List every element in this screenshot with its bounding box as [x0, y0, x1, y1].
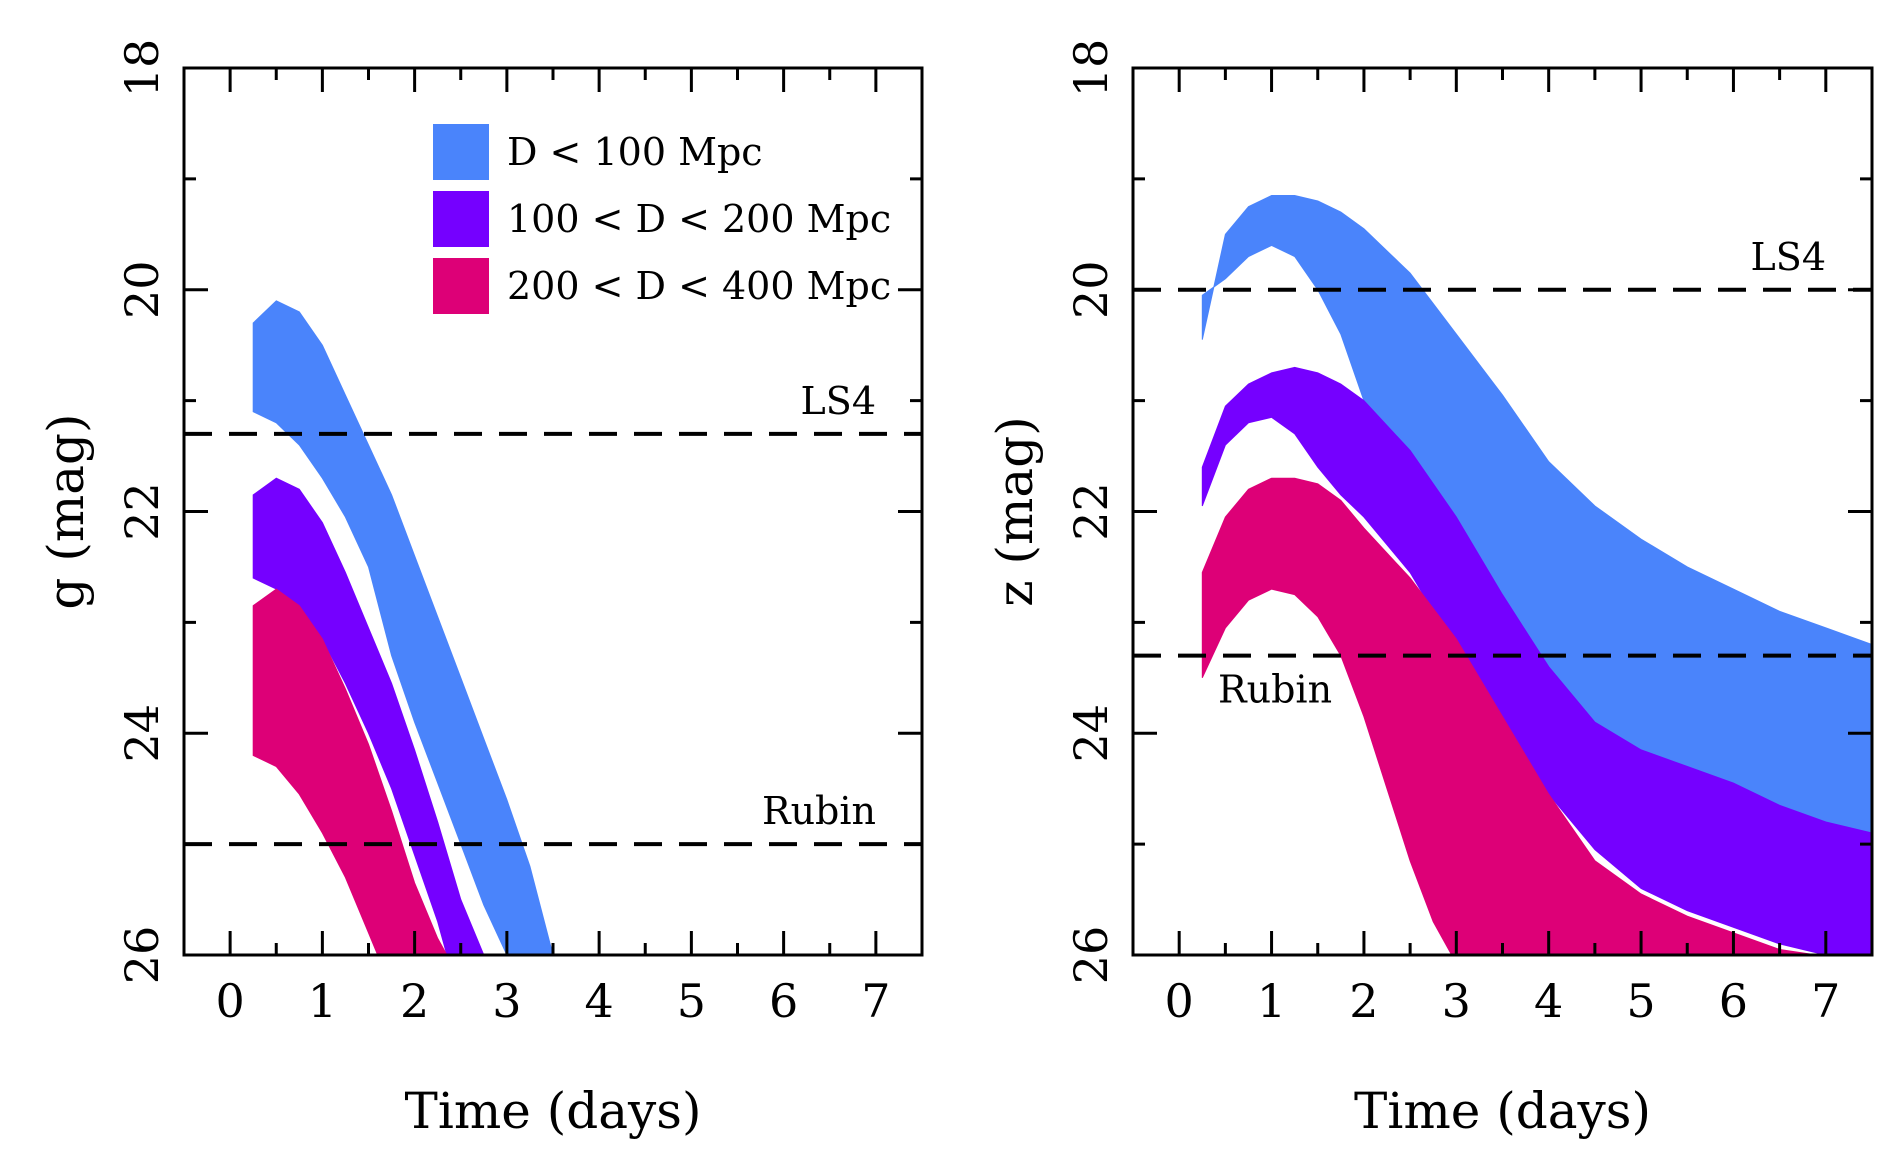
y-axis-title: z (mag) — [986, 416, 1044, 606]
x-tick-label: 0 — [1165, 974, 1194, 1028]
band-1 — [1201, 195, 1872, 840]
x-tick-label: 0 — [215, 974, 244, 1028]
legend-swatch-1 — [433, 124, 489, 180]
band-3 — [252, 588, 448, 955]
y-tick-label: 24 — [1064, 704, 1118, 763]
y-tick-label: 22 — [1064, 482, 1118, 541]
bands — [252, 300, 554, 955]
x-tick-label: 6 — [1719, 974, 1748, 1028]
ref-label-ls4: LS4 — [1751, 235, 1826, 279]
y-tick-label: 18 — [115, 39, 169, 98]
x-tick-label: 4 — [1534, 974, 1563, 1028]
legend-swatch-3 — [433, 258, 489, 314]
y-tick-label: 20 — [1064, 260, 1118, 319]
y-tick-label: 20 — [115, 260, 169, 319]
band-1 — [252, 300, 554, 955]
y-axis-title: g (mag) — [37, 413, 95, 609]
panel-g-band: LS4 Rubin 0 1 2 3 4 5 6 7 18 20 22 24 26 Time (days) g (… — [37, 39, 924, 1140]
x-tick-label: 2 — [400, 974, 429, 1028]
ref-label-rubin: Rubin — [1218, 668, 1332, 712]
x-axis-title: Time (days) — [1354, 1082, 1651, 1140]
x-tick-label: 4 — [584, 974, 613, 1028]
legend-swatch-2 — [433, 191, 489, 247]
x-tick-label: 5 — [677, 974, 706, 1028]
y-tick-label: 26 — [115, 926, 169, 985]
bands — [1201, 195, 1872, 955]
x-tick-label: 7 — [861, 974, 890, 1028]
x-tick-label: 1 — [308, 974, 337, 1028]
band-2 — [1201, 366, 1872, 955]
legend-label-1: D < 100 Mpc — [507, 130, 763, 174]
x-tick-label: 5 — [1626, 974, 1655, 1028]
legend-label-2: 100 < D < 200 Mpc — [507, 197, 891, 241]
legend: D < 100 Mpc 100 < D < 200 Mpc 200 < D < 40… — [433, 124, 891, 314]
ref-label-rubin: Rubin — [762, 789, 876, 833]
x-tick-label: 6 — [769, 974, 798, 1028]
x-tick-label: 3 — [1442, 974, 1471, 1028]
y-tick-label: 22 — [115, 482, 169, 541]
x-tick-label: 7 — [1811, 974, 1840, 1028]
x-axis-title: Time (days) — [405, 1082, 702, 1140]
panel-z-band: LS4 Rubin 0 1 2 3 4 5 6 7 18 20 22 24 26 Time (days) z (… — [986, 39, 1874, 1140]
y-tick-label: 18 — [1064, 39, 1118, 98]
ref-label-ls4: LS4 — [801, 379, 876, 423]
y-tick-label: 24 — [115, 704, 169, 763]
x-tick-label: 3 — [492, 974, 521, 1028]
legend-label-3: 200 < D < 400 Mpc — [507, 264, 891, 308]
y-tick-label: 26 — [1064, 926, 1118, 985]
x-tick-label: 1 — [1257, 974, 1286, 1028]
x-tick-label: 2 — [1349, 974, 1378, 1028]
